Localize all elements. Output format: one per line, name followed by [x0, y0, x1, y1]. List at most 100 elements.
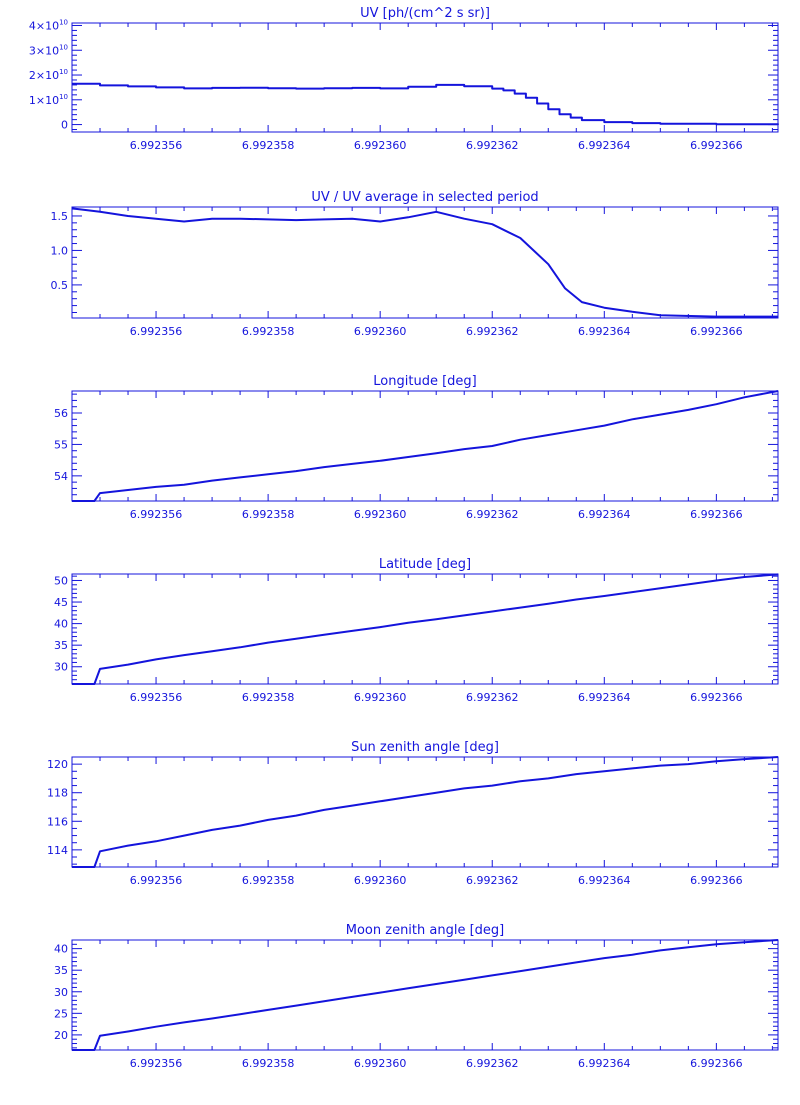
x-tick-label: 6.992362 [466, 691, 519, 704]
x-tick-label: 6.992358 [242, 508, 295, 521]
y-tick-label: 116 [47, 815, 68, 828]
series-line-1 [72, 82, 779, 126]
x-tick-label: 6.992360 [354, 874, 407, 887]
y-tick-exponent: 10 [59, 68, 68, 76]
y-tick-mantissa: 30 [54, 661, 68, 674]
y-tick-label: 2×1010 [29, 68, 68, 82]
x-tick-label: 6.992364 [578, 1057, 631, 1070]
y-tick-mantissa: 50 [54, 574, 68, 587]
y-tick-mantissa: 3×10 [29, 44, 59, 57]
x-tick-label: 6.992356 [130, 874, 183, 887]
x-tick-label: 6.992362 [466, 139, 519, 152]
panel-2: UV / UV average in selected period 6.9923… [51, 190, 779, 338]
x-tick-label: 6.992358 [242, 325, 295, 338]
y-tick-mantissa: 35 [54, 964, 68, 977]
x-tick-label: 6.992366 [690, 691, 743, 704]
x-tick-label: 6.992364 [578, 325, 631, 338]
y-tick-label: 30 [54, 986, 68, 999]
plot-frame [71, 939, 779, 1051]
x-tick-label: 6.992360 [354, 691, 407, 704]
x-tick-label: 6.992366 [690, 139, 743, 152]
y-tick-mantissa: 118 [47, 787, 68, 800]
y-tick-label: 1.0 [51, 244, 69, 257]
x-tick-label: 6.992366 [690, 508, 743, 521]
plot-frame [71, 573, 779, 685]
x-tick-label: 6.992366 [690, 1057, 743, 1070]
y-tick-label: 40 [54, 618, 68, 631]
x-tick-label: 6.992356 [130, 508, 183, 521]
y-tick-label: 120 [47, 758, 68, 771]
series-line-1 [72, 390, 779, 502]
panel-title: Moon zenith angle [deg] [346, 923, 504, 938]
x-tick-label: 6.992364 [578, 874, 631, 887]
x-tick-label: 6.992360 [354, 1057, 407, 1070]
y-tick-mantissa: 30 [54, 986, 68, 999]
panel-title: Latitude [deg] [379, 557, 471, 572]
x-tick-label: 6.992356 [130, 1057, 183, 1070]
y-tick-label: 55 [54, 438, 68, 451]
series-line-1 [72, 756, 779, 868]
y-tick-label: 56 [54, 407, 68, 420]
x-tick-label: 6.992356 [130, 691, 183, 704]
x-tick-label: 6.992362 [466, 874, 519, 887]
series-line-1 [71, 207, 778, 318]
x-tick-label: 6.992356 [130, 139, 183, 152]
y-tick-label: 118 [47, 787, 68, 800]
x-tick-label: 6.992360 [354, 139, 407, 152]
y-tick-mantissa: 116 [47, 815, 68, 828]
x-tick-label: 6.992366 [690, 325, 743, 338]
plot-frame [71, 206, 779, 319]
panel-title: Sun zenith angle [deg] [351, 740, 499, 755]
y-tick-mantissa: 120 [47, 758, 68, 771]
series-line-1 [72, 939, 779, 1051]
y-tick-mantissa: 1.5 [51, 210, 69, 223]
x-tick-label: 6.992364 [578, 691, 631, 704]
series-line-1 [72, 573, 779, 685]
y-tick-mantissa: 45 [54, 596, 68, 609]
x-tick-label: 6.992358 [242, 1057, 295, 1070]
panel-1: UV [ph/(cm^2 s sr)] 6.992356 6.992358 6.992… [29, 6, 779, 152]
x-tick-label: 6.992356 [130, 325, 183, 338]
panel-3: Longitude [deg] 6.992356 6.992358 6.992360 6… [54, 374, 779, 521]
x-tick-label: 6.992362 [466, 325, 519, 338]
y-tick-mantissa: 56 [54, 407, 68, 420]
y-tick-label: 3×1010 [29, 43, 68, 57]
x-tick-label: 6.992360 [354, 508, 407, 521]
panel-title: Longitude [deg] [373, 374, 476, 389]
panel-6: Moon zenith angle [deg] 6.992356 6.992358 6… [54, 923, 779, 1070]
y-tick-mantissa: 1×10 [29, 94, 59, 107]
x-tick-label: 6.992358 [242, 139, 295, 152]
y-tick-label: 35 [54, 639, 68, 652]
y-tick-mantissa: 55 [54, 438, 68, 451]
y-tick-exponent: 10 [59, 43, 68, 51]
y-tick-mantissa: 114 [47, 844, 68, 857]
x-tick-label: 6.992364 [578, 508, 631, 521]
y-tick-label: 0.5 [51, 279, 69, 292]
y-tick-label: 45 [54, 596, 68, 609]
y-tick-label: 114 [47, 844, 68, 857]
y-tick-label: 40 [54, 943, 68, 956]
y-tick-mantissa: 40 [54, 943, 68, 956]
y-tick-label: 1×1010 [29, 93, 68, 107]
panel-5: Sun zenith angle [deg] 6.992356 6.992358 6.… [47, 740, 779, 887]
plot-frame [71, 756, 779, 868]
y-tick-mantissa: 20 [54, 1029, 68, 1042]
y-tick-label: 0 [61, 119, 68, 132]
plot-frame [71, 390, 779, 502]
panel-4: Latitude [deg] 6.992356 6.992358 6.992360 6.… [54, 557, 779, 704]
panel-title: UV [ph/(cm^2 s sr)] [360, 6, 490, 21]
y-tick-mantissa: 25 [54, 1007, 68, 1020]
y-tick-mantissa: 0 [61, 119, 68, 132]
x-tick-label: 6.992362 [466, 1057, 519, 1070]
panel-title: UV / UV average in selected period [311, 190, 538, 205]
x-tick-label: 6.992360 [354, 325, 407, 338]
y-tick-label: 20 [54, 1029, 68, 1042]
x-tick-label: 6.992362 [466, 508, 519, 521]
x-tick-label: 6.992364 [578, 139, 631, 152]
y-tick-label: 4×1010 [29, 18, 68, 32]
y-tick-mantissa: 0.5 [51, 279, 69, 292]
y-tick-label: 54 [54, 470, 68, 483]
x-tick-label: 6.992366 [690, 874, 743, 887]
